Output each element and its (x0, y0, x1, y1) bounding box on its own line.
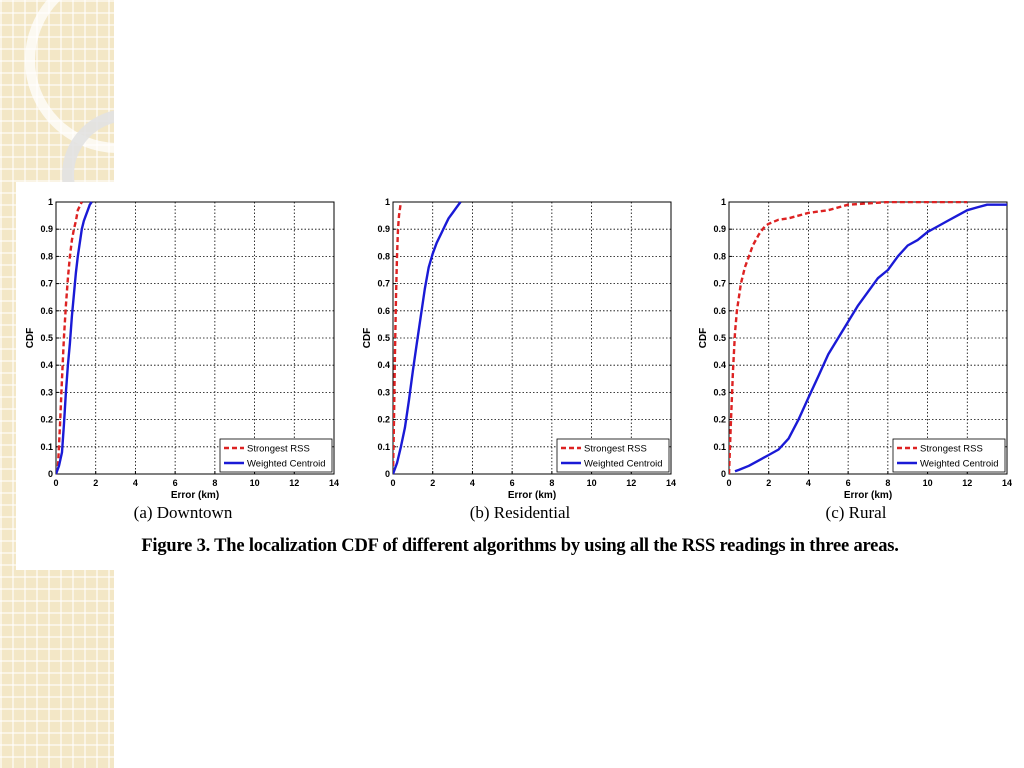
legend-label: Weighted Centroid (920, 459, 999, 470)
legend-box (219, 438, 333, 473)
series-line-strongest-rss (393, 201, 403, 475)
y-tick-label: 0.4 (40, 360, 53, 370)
y-tick-label: 0 (385, 469, 390, 479)
subplot-caption: (a) Downtown (134, 503, 233, 522)
y-tick-label: 0.5 (377, 333, 390, 343)
x-tick-label: 2 (430, 478, 435, 488)
legend-box (892, 438, 1006, 473)
subplot-caption: (c) Rural (826, 503, 887, 522)
x-tick-label: 0 (390, 478, 395, 488)
y-axis-label: CDF (698, 328, 709, 349)
x-tick-label: 14 (666, 478, 676, 488)
y-tick-label: 1 (48, 197, 53, 207)
x-tick-label: 4 (133, 478, 138, 488)
x-tick-label: 12 (289, 478, 299, 488)
plot-frame (728, 201, 1008, 475)
x-tick-label: 12 (962, 478, 972, 488)
y-tick-label: 0.9 (377, 224, 390, 234)
chart-panel-3: 0 2 4 6 8 10 12 14 0 0.1 0.2 0.3 0.4 0.5 0.6 0.7 0.8 0.9 1… (698, 197, 1012, 522)
y-tick-label: 0.1 (377, 442, 390, 452)
y-tick-label: 1 (721, 197, 726, 207)
x-tick-label: 8 (549, 478, 554, 488)
legend-label: Strongest RSS (584, 444, 647, 455)
x-tick-label: 2 (766, 478, 771, 488)
x-tick-label: 10 (923, 478, 933, 488)
series-line-strongest-rss (729, 201, 968, 475)
y-tick-label: 0.3 (377, 387, 390, 397)
y-tick-label: 0.3 (40, 387, 53, 397)
x-tick-label: 0 (726, 478, 731, 488)
x-tick-label: 6 (846, 478, 851, 488)
x-tick-label: 2 (93, 478, 98, 488)
y-tick-label: 0.3 (713, 387, 726, 397)
y-tick-label: 0.7 (377, 279, 390, 289)
x-tick-label: 14 (329, 478, 339, 488)
y-tick-label: 0 (721, 469, 726, 479)
legend-label: Weighted Centroid (584, 459, 663, 470)
x-tick-label: 4 (806, 478, 811, 488)
x-tick-label: 8 (885, 478, 890, 488)
y-tick-label: 0.5 (40, 333, 53, 343)
series-line-weighted-centroid (56, 201, 93, 475)
x-tick-label: 6 (510, 478, 515, 488)
y-tick-label: 0.8 (40, 251, 53, 261)
x-tick-label: 10 (250, 478, 260, 488)
y-tick-label: 0.8 (377, 251, 390, 261)
x-tick-label: 14 (1002, 478, 1012, 488)
y-tick-label: 0.2 (713, 415, 726, 425)
y-tick-label: 0.1 (40, 442, 53, 452)
y-axis-label: CDF (362, 328, 373, 349)
y-tick-label: 0.6 (40, 306, 53, 316)
plot-frame (55, 201, 335, 475)
x-tick-label: 8 (212, 478, 217, 488)
x-tick-label: 10 (587, 478, 597, 488)
x-tick-label: 0 (53, 478, 58, 488)
x-axis-label: Error (km) (508, 490, 556, 501)
y-tick-label: 0.9 (40, 224, 53, 234)
legend-box (556, 438, 670, 473)
subplot-caption: (b) Residential (470, 503, 571, 522)
legend-label: Weighted Centroid (247, 459, 326, 470)
figure-charts: 0 2 4 6 8 10 12 1400.10.20.30.40.50.60.70.80.91… (25, 197, 1012, 522)
x-tick-label: 12 (626, 478, 636, 488)
series-line-weighted-centroid (734, 203, 1007, 473)
x-axis-label: Error (km) (844, 490, 892, 501)
figure-caption: Figure 3. The localization CDF of differ… (141, 536, 899, 556)
x-tick-label: 6 (173, 478, 178, 488)
series-line-weighted-centroid (393, 201, 462, 475)
figure-panel: 0 2 4 6 8 10 12 14 0 0.1 0.2 0.3 0.4 0.5 0.6 0.7 0.8 0.9 1… (16, 182, 1024, 570)
y-tick-label: 0.6 (713, 306, 726, 316)
chart-panel-1: 0 2 4 6 8 10 12 14 0 0.1 0.2 0.3 0.4 0.5 0.6 0.7 0.8 0.9 1… (25, 197, 339, 522)
y-tick-label: 0.2 (40, 415, 53, 425)
x-tick-label: 4 (470, 478, 475, 488)
y-tick-label: 0.6 (377, 306, 390, 316)
y-tick-label: 0.8 (713, 251, 726, 261)
legend-label: Strongest RSS (920, 444, 983, 455)
y-tick-label: 0.1 (713, 442, 726, 452)
decorative-rings (25, 0, 114, 240)
y-tick-label: 0.4 (377, 360, 390, 370)
y-tick-label: 0.7 (40, 279, 53, 289)
y-tick-label: 0.7 (713, 279, 726, 289)
plot-frame (392, 201, 672, 475)
x-axis-label: Error (km) (171, 490, 219, 501)
y-tick-label: 0.5 (713, 333, 726, 343)
y-tick-label: 0.2 (377, 415, 390, 425)
series-line-strongest-rss (56, 201, 83, 475)
y-tick-label: 0.4 (713, 360, 726, 370)
y-tick-label: 1 (385, 197, 390, 207)
y-tick-label: 0.9 (713, 224, 726, 234)
legend-label: Strongest RSS (247, 444, 310, 455)
chart-panel-2: 0 2 4 6 8 10 12 14 0 0.1 0.2 0.3 0.4 0.5 0.6 0.7 0.8 0.9 1… (362, 197, 676, 522)
y-axis-label: CDF (25, 328, 36, 349)
y-tick-label: 0 (48, 469, 53, 479)
